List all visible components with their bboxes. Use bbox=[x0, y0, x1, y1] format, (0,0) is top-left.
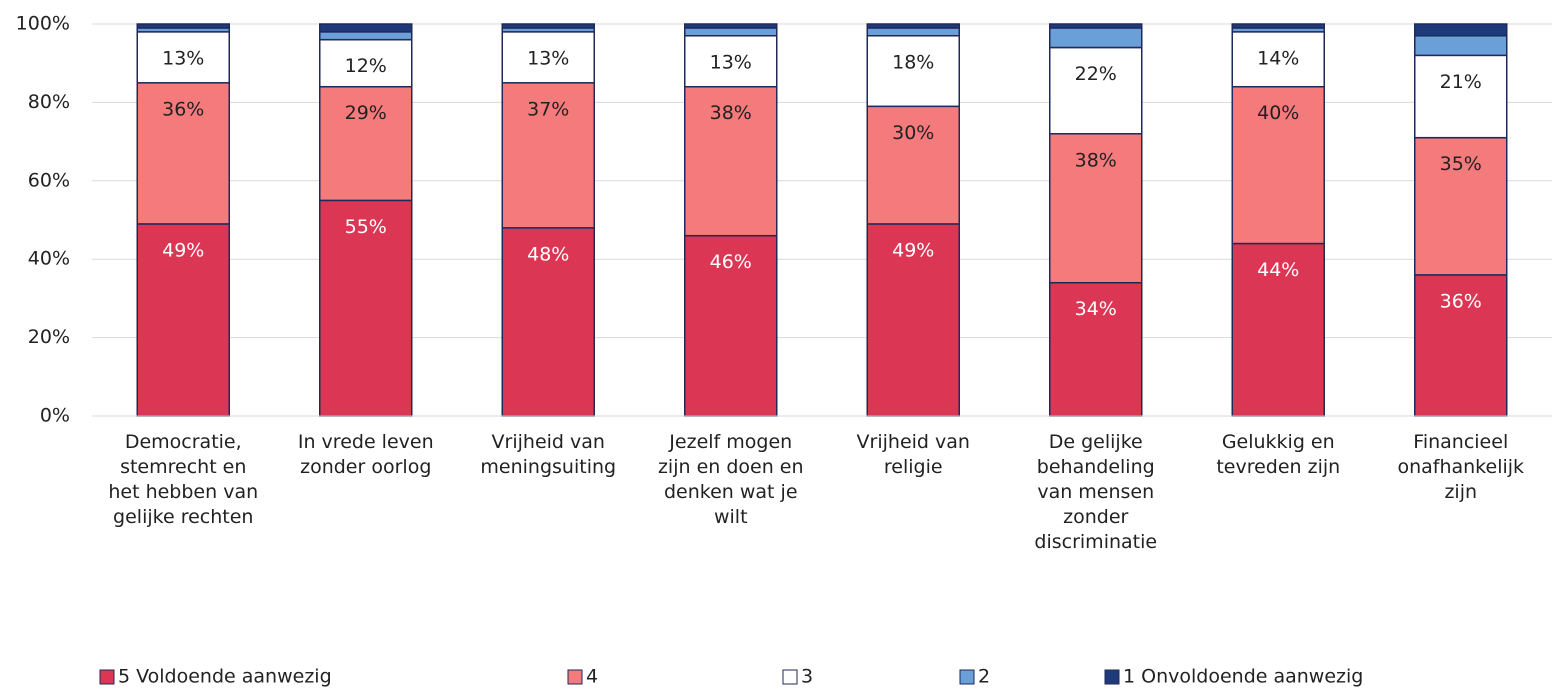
data-label: 21% bbox=[1440, 71, 1482, 93]
data-label: 38% bbox=[1075, 149, 1117, 171]
x-tick-label: Democratie, stemrecht en het hebben van … bbox=[108, 431, 259, 528]
bar-segment bbox=[136, 23, 230, 29]
data-label: 22% bbox=[1075, 63, 1117, 85]
bar-segment bbox=[501, 31, 595, 84]
y-tick-label: 80% bbox=[28, 91, 70, 113]
legend-label: 5 Voldoende aanwezig bbox=[118, 666, 332, 688]
legend-swatch bbox=[567, 669, 583, 685]
x-tick-label: Vrijheid van religie bbox=[856, 431, 970, 478]
y-tick-label: 20% bbox=[28, 326, 70, 348]
bar-segment bbox=[501, 23, 595, 29]
legend-label: 4 bbox=[586, 666, 598, 688]
bar-segment bbox=[1049, 281, 1143, 417]
bar-segment bbox=[1049, 133, 1143, 284]
data-label: 36% bbox=[162, 98, 204, 120]
x-tick-label: Jezelf mogen zijn en doen en denken wat … bbox=[657, 431, 804, 528]
x-tick-label: Gelukkig en tevreden zijn bbox=[1216, 431, 1341, 478]
data-label: 55% bbox=[345, 216, 387, 238]
data-label: 37% bbox=[527, 98, 569, 120]
bar-segment bbox=[1231, 242, 1325, 417]
legend-swatch bbox=[1104, 669, 1120, 685]
bar-segment bbox=[1414, 136, 1508, 276]
bar-segment bbox=[1231, 31, 1325, 88]
data-label: 13% bbox=[162, 47, 204, 69]
bar-segment bbox=[319, 23, 413, 33]
bar-segment bbox=[501, 82, 595, 229]
bar-segment bbox=[319, 38, 413, 88]
y-tick-label: 0% bbox=[40, 405, 70, 427]
data-label: 48% bbox=[527, 243, 569, 265]
y-tick-label: 100% bbox=[16, 13, 70, 35]
data-label: 36% bbox=[1440, 290, 1482, 312]
data-label: 30% bbox=[892, 122, 934, 144]
bar-segment bbox=[684, 35, 778, 88]
bar-segment bbox=[1049, 23, 1143, 29]
legend-label: 1 Onvoldoende aanwezig bbox=[1123, 666, 1363, 688]
data-label: 49% bbox=[892, 239, 934, 261]
bar-segment bbox=[1231, 23, 1325, 29]
bar-segment bbox=[684, 85, 778, 237]
data-label: 29% bbox=[345, 102, 387, 124]
grid bbox=[92, 23, 1552, 417]
legend-swatch bbox=[959, 669, 975, 685]
data-label: 14% bbox=[1257, 47, 1299, 69]
bar-segment bbox=[1049, 46, 1143, 135]
data-label: 34% bbox=[1075, 298, 1117, 320]
x-tick-label: De gelijke behandeling van mensen zonder… bbox=[1034, 431, 1158, 553]
bar-segment bbox=[684, 23, 778, 29]
data-label: 18% bbox=[892, 51, 934, 73]
bar-segment bbox=[136, 31, 230, 84]
data-label: 13% bbox=[710, 51, 752, 73]
data-label: 38% bbox=[710, 102, 752, 124]
x-tick-label: Financieel onafhankelijk zijn bbox=[1397, 431, 1525, 503]
bar-segment bbox=[1049, 27, 1143, 49]
legend-label: 2 bbox=[978, 666, 990, 688]
bar-segment bbox=[1414, 274, 1508, 417]
data-label: 46% bbox=[710, 251, 752, 273]
bar-segment bbox=[684, 234, 778, 417]
legend-label: 3 bbox=[801, 666, 813, 688]
bar-segment bbox=[866, 223, 960, 417]
x-tick-label: Vrijheid van meningsuiting bbox=[480, 431, 617, 478]
bar-segment bbox=[136, 82, 230, 225]
data-label: 44% bbox=[1257, 259, 1299, 281]
bar-segment bbox=[319, 31, 413, 41]
data-label: 12% bbox=[345, 55, 387, 77]
bar-segment bbox=[866, 23, 960, 29]
bar-segment bbox=[684, 27, 778, 37]
data-label: 35% bbox=[1440, 153, 1482, 175]
bar-segment bbox=[1414, 54, 1508, 139]
data-label: 13% bbox=[527, 47, 569, 69]
bar-segment bbox=[1414, 35, 1508, 57]
bar-segment bbox=[1231, 85, 1325, 245]
y-tick-label: 60% bbox=[28, 169, 70, 191]
y-tick-label: 40% bbox=[28, 248, 70, 270]
legend-swatch bbox=[782, 669, 798, 685]
bar-segment bbox=[866, 35, 960, 108]
bar-segment bbox=[1414, 23, 1508, 37]
data-label: 40% bbox=[1257, 102, 1299, 124]
bar-segment bbox=[866, 27, 960, 37]
x-tick-label: In vrede leven zonder oorlog bbox=[297, 431, 434, 478]
data-label: 49% bbox=[162, 239, 204, 261]
legend-swatch bbox=[99, 669, 115, 685]
bar-segment bbox=[866, 105, 960, 225]
